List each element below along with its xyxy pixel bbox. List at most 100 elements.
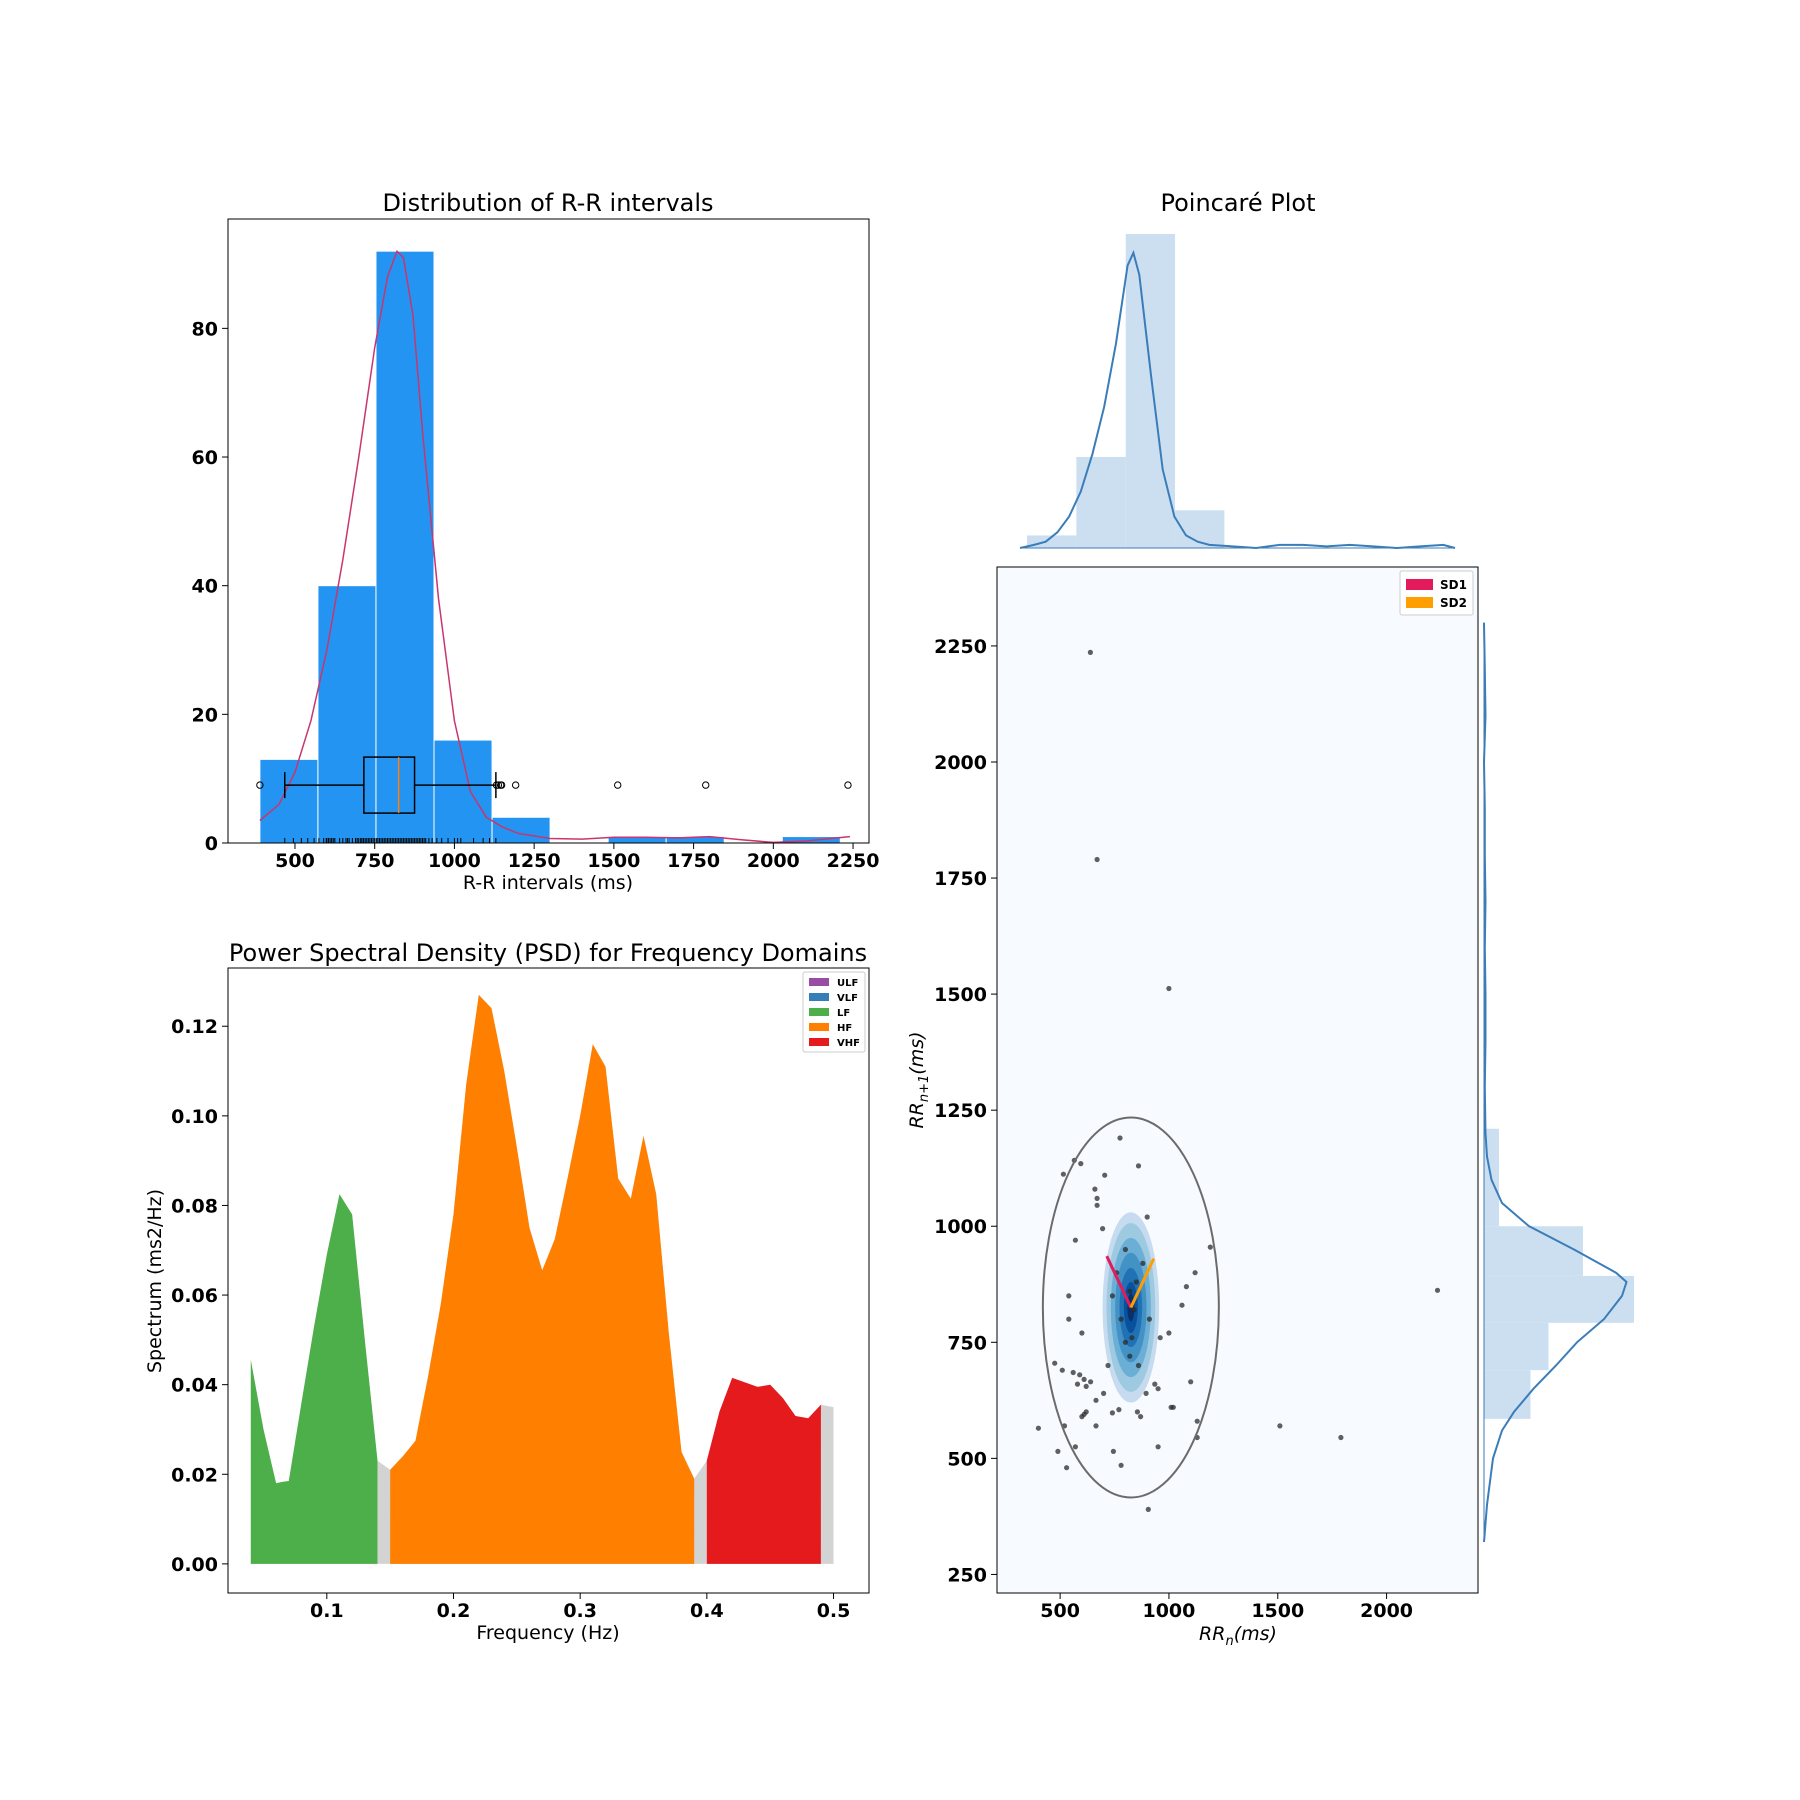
- legend-label: HF: [837, 1023, 852, 1034]
- legend-swatch: [809, 1023, 829, 1031]
- y-tick-label: 0.00: [171, 1554, 218, 1576]
- y-tick-label: 80: [192, 318, 218, 340]
- legend-swatch: [1406, 597, 1433, 608]
- sd1-line: [1105, 1255, 1133, 1309]
- poincare-y-label: RRn+1(ms): [906, 1031, 932, 1128]
- y-tick-label: 40: [192, 576, 218, 598]
- y-tick-label: 1750: [934, 868, 987, 890]
- poincare-marginal-y: [1482, 622, 1634, 1542]
- boxplot-box: [363, 756, 416, 814]
- scatter-point: [1083, 1383, 1089, 1389]
- legend-swatch: [809, 1038, 829, 1046]
- scatter-point: [1166, 1330, 1172, 1336]
- y-tick-label: 1500: [934, 984, 987, 1006]
- histogram-bar: [433, 739, 493, 844]
- scatter-point: [1109, 1410, 1115, 1416]
- psd-band-vhf: [706, 1377, 821, 1564]
- scatter-point: [1277, 1423, 1283, 1429]
- y-tick-label: 0.12: [171, 1016, 218, 1038]
- y-tick-label: 2000: [934, 752, 987, 774]
- scatter-point: [1152, 1381, 1158, 1387]
- scatter-point: [1157, 1335, 1163, 1341]
- x-tick-label: 2250: [827, 850, 880, 872]
- scatter-point: [1122, 1246, 1128, 1253]
- scatter-point: [1116, 1407, 1122, 1413]
- scatter-point: [1133, 1279, 1139, 1285]
- marginal-x-bar: [1125, 234, 1176, 548]
- marginal-x-bar: [1027, 535, 1077, 548]
- scatter-point: [1083, 1409, 1089, 1415]
- scatter-point: [1109, 1293, 1115, 1299]
- y-tick-label: 0: [205, 833, 218, 855]
- scatter-point: [1166, 985, 1172, 992]
- poincare-y-label-base: RR: [906, 1102, 928, 1128]
- y-tick-label: 60: [192, 447, 218, 469]
- kde-curve: [259, 249, 850, 844]
- scatter-point: [1079, 1414, 1085, 1420]
- boxplot-flier: [497, 781, 506, 789]
- legend-label: VLF: [837, 993, 858, 1004]
- x-tick-label: 0.4: [690, 1600, 724, 1622]
- poincare-frame: [996, 566, 1479, 1594]
- poincare-background: [997, 567, 1478, 1593]
- scatter-point: [1087, 649, 1093, 656]
- psd-y-label: Spectrum (ms2/Hz): [144, 1189, 166, 1373]
- scatter-point: [1079, 1330, 1085, 1336]
- scatter-point: [1179, 1302, 1185, 1308]
- y-tick-label: 1250: [934, 1100, 987, 1122]
- sd-ellipse: [1041, 1116, 1220, 1499]
- scatter-point: [1110, 1448, 1116, 1454]
- rr-distribution-title: Distribution of R-R intervals: [382, 189, 713, 217]
- legend-swatch: [809, 1008, 829, 1016]
- rr-distribution-panel: Distribution of R-R intervals 500 750 1000…: [192, 189, 880, 894]
- x-tick-label: 1500: [1251, 1600, 1304, 1622]
- scatter-point: [1155, 1386, 1161, 1392]
- scatter-point: [1066, 1316, 1072, 1322]
- scatter-point: [1035, 1425, 1041, 1431]
- scatter-point: [1092, 1186, 1098, 1192]
- marginal-x-bar: [1076, 456, 1126, 548]
- scatter-point: [1122, 1339, 1128, 1345]
- scatter-point: [1100, 1226, 1106, 1232]
- boxplot-flier: [702, 781, 710, 789]
- scatter-point: [1140, 1260, 1146, 1266]
- psd-panel: Power Spectral Density (PSD) for Frequen…: [144, 939, 870, 1644]
- poincare-x-label-sub: n: [1225, 1634, 1233, 1649]
- rr-distribution-x-ticks: 500 750 1000 1250 1500 1750 2000 2250: [275, 843, 880, 872]
- scatter-point: [1131, 1307, 1137, 1313]
- y-tick-label: 0.04: [171, 1375, 218, 1397]
- marginal-y-bar: [1484, 1322, 1549, 1371]
- x-tick-label: 750: [355, 850, 395, 872]
- y-tick-label: 500: [947, 1448, 987, 1470]
- scatter-point: [1338, 1434, 1344, 1441]
- y-tick-label: 2250: [934, 636, 987, 658]
- scatter-point: [1081, 1376, 1087, 1382]
- x-tick-label: 0.1: [310, 1600, 344, 1622]
- y-tick-label: 0.08: [171, 1195, 218, 1217]
- y-tick-label: 0.10: [171, 1106, 218, 1128]
- rr-distribution-frame: [227, 218, 870, 844]
- x-tick-label: 1250: [508, 850, 561, 872]
- scatter-point: [1059, 1367, 1065, 1373]
- scatter-point: [1183, 1284, 1189, 1290]
- legend-label: SD1: [1440, 578, 1467, 592]
- poincare-x-label: RRn(ms): [1199, 1623, 1277, 1649]
- x-tick-label: 2000: [1360, 1600, 1413, 1622]
- psd-title: Power Spectral Density (PSD) for Frequen…: [229, 939, 867, 967]
- poincare-x-label-base: RR: [1199, 1623, 1225, 1645]
- poincare-y-label-unit: (ms): [906, 1031, 928, 1074]
- scatter-point: [1118, 1462, 1124, 1468]
- legend-label: VHF: [837, 1038, 860, 1049]
- scatter-point: [1170, 1404, 1176, 1410]
- scatter-point: [1155, 1444, 1161, 1450]
- rr-distribution-y-ticks: 0 20 40 60 80: [192, 318, 228, 855]
- scatter-point: [1064, 1465, 1070, 1471]
- poincare-panel: Poincaré Plot 500 1000 1500 2000 250 500 750 1…: [906, 189, 1634, 1649]
- scatter-point: [1143, 1390, 1149, 1396]
- scatter-point: [1078, 1161, 1084, 1167]
- marginal-y-kde: [1482, 622, 1628, 1542]
- x-tick-label: 500: [1040, 1600, 1080, 1622]
- psd-x-label: Frequency (Hz): [476, 1622, 619, 1644]
- boxplot-flier: [494, 781, 503, 789]
